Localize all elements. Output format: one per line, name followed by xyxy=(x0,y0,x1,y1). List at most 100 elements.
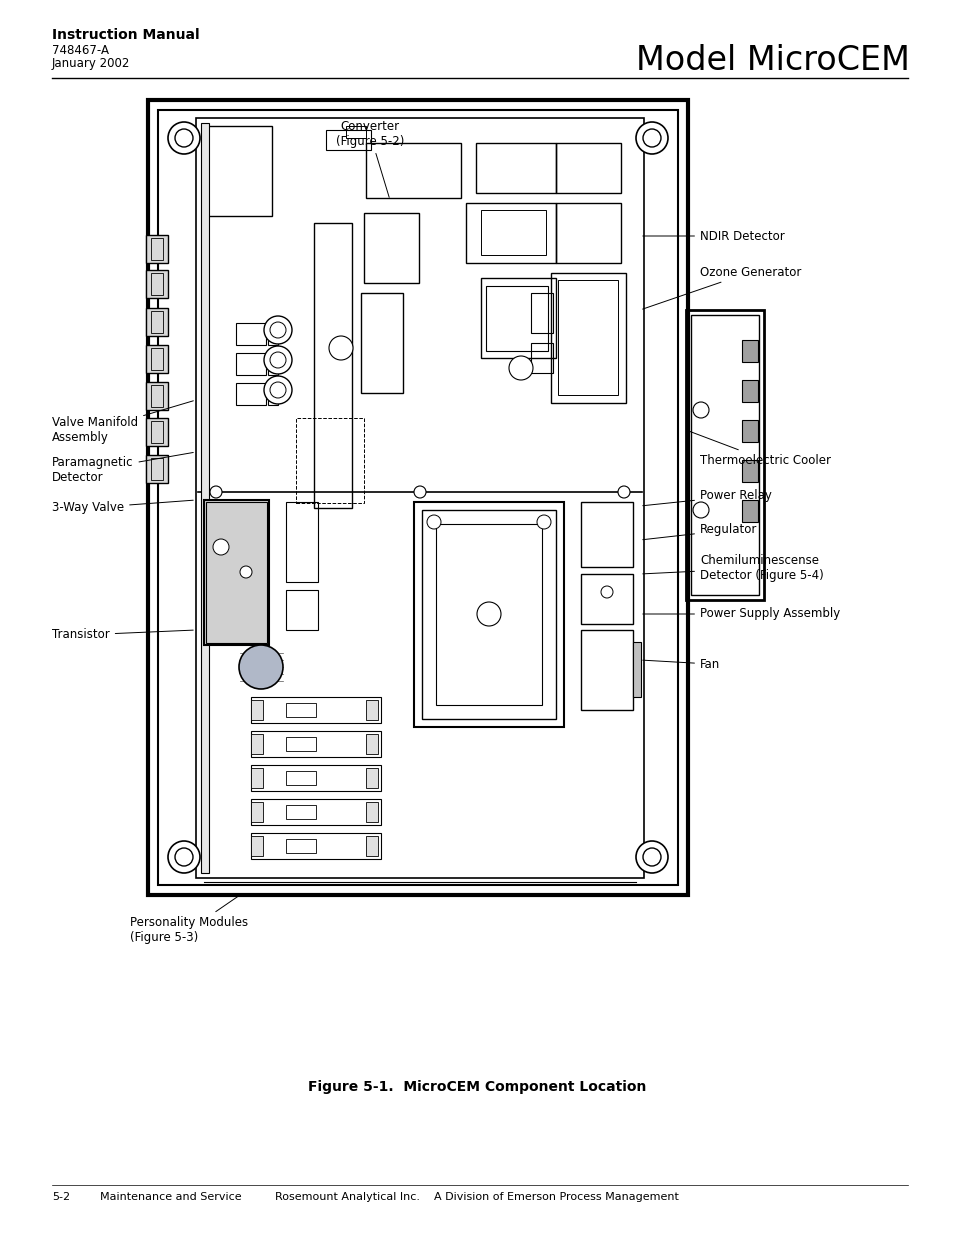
Bar xyxy=(480,278,556,358)
Circle shape xyxy=(240,566,252,578)
Circle shape xyxy=(213,538,229,555)
Bar xyxy=(366,802,377,823)
Bar xyxy=(480,210,545,254)
Bar xyxy=(151,273,163,295)
Bar xyxy=(436,524,541,705)
Bar xyxy=(251,832,380,860)
Bar xyxy=(741,500,758,522)
Circle shape xyxy=(264,346,292,374)
Text: Ozone Generator: Ozone Generator xyxy=(642,266,801,309)
Bar xyxy=(146,235,168,263)
Bar xyxy=(286,737,315,751)
Bar xyxy=(326,130,371,149)
Bar xyxy=(286,501,317,582)
Bar xyxy=(151,458,163,480)
Circle shape xyxy=(270,382,286,398)
Bar xyxy=(685,310,763,600)
Bar xyxy=(251,802,263,823)
Circle shape xyxy=(642,128,660,147)
Circle shape xyxy=(642,848,660,866)
Bar xyxy=(195,119,643,878)
Bar xyxy=(366,700,377,720)
Circle shape xyxy=(618,487,629,498)
Bar xyxy=(556,143,620,193)
Bar xyxy=(366,768,377,788)
Bar xyxy=(235,324,266,345)
Bar xyxy=(235,353,266,375)
Text: 3-Way Valve: 3-Way Valve xyxy=(52,500,193,515)
Text: Personality Modules
(Figure 5-3): Personality Modules (Figure 5-3) xyxy=(130,897,248,944)
Text: Fan: Fan xyxy=(642,657,720,671)
Text: NDIR Detector: NDIR Detector xyxy=(642,230,784,242)
Bar xyxy=(580,630,633,710)
Bar xyxy=(531,293,553,333)
Bar xyxy=(741,459,758,482)
Bar xyxy=(690,315,759,595)
Bar xyxy=(286,805,315,819)
Bar xyxy=(158,110,678,885)
Bar xyxy=(151,311,163,333)
Bar xyxy=(268,353,277,375)
Bar xyxy=(251,764,380,790)
Circle shape xyxy=(239,645,283,689)
Bar xyxy=(465,203,556,263)
Text: Maintenance and Service: Maintenance and Service xyxy=(100,1192,241,1202)
Circle shape xyxy=(600,585,613,598)
Bar xyxy=(146,270,168,298)
Bar xyxy=(295,417,364,503)
Bar xyxy=(476,143,556,193)
Bar xyxy=(414,501,563,727)
Bar xyxy=(360,293,402,393)
Bar xyxy=(201,124,209,873)
Bar xyxy=(235,383,266,405)
Bar xyxy=(146,345,168,373)
Bar xyxy=(151,421,163,443)
Circle shape xyxy=(692,501,708,517)
Circle shape xyxy=(264,316,292,345)
Bar xyxy=(580,501,633,567)
Text: Transistor: Transistor xyxy=(52,629,193,641)
Circle shape xyxy=(210,487,222,498)
Text: Rosemount Analytical Inc.    A Division of Emerson Process Management: Rosemount Analytical Inc. A Division of … xyxy=(274,1192,679,1202)
Circle shape xyxy=(636,841,667,873)
Text: January 2002: January 2002 xyxy=(52,57,131,70)
Bar xyxy=(741,420,758,442)
Text: 5-2: 5-2 xyxy=(52,1192,71,1202)
Bar xyxy=(558,280,618,395)
Bar xyxy=(268,324,277,345)
Bar xyxy=(251,734,263,755)
Bar xyxy=(741,340,758,362)
Text: 748467-A: 748467-A xyxy=(52,44,109,57)
Text: Chemiluminescense
Detector (Figure 5-4): Chemiluminescense Detector (Figure 5-4) xyxy=(642,555,822,582)
Bar xyxy=(151,385,163,408)
Bar xyxy=(286,590,317,630)
Circle shape xyxy=(329,336,353,359)
Bar xyxy=(364,212,418,283)
Circle shape xyxy=(168,841,200,873)
Text: Instruction Manual: Instruction Manual xyxy=(52,28,199,42)
Bar xyxy=(268,383,277,405)
Bar xyxy=(151,348,163,370)
Bar xyxy=(346,126,366,138)
Circle shape xyxy=(174,128,193,147)
Bar xyxy=(741,380,758,403)
Bar xyxy=(286,839,315,853)
Text: Figure 5-1.  MicroCEM Component Location: Figure 5-1. MicroCEM Component Location xyxy=(308,1079,645,1094)
Bar xyxy=(366,836,377,856)
Bar xyxy=(148,100,687,895)
Text: Power Supply Assembly: Power Supply Assembly xyxy=(642,608,840,620)
Circle shape xyxy=(270,322,286,338)
Bar xyxy=(485,287,547,351)
Bar xyxy=(580,574,633,624)
Bar xyxy=(251,731,380,757)
Bar xyxy=(251,799,380,825)
Bar xyxy=(366,734,377,755)
Circle shape xyxy=(174,848,193,866)
Bar xyxy=(366,143,460,198)
Circle shape xyxy=(509,356,533,380)
Bar xyxy=(146,417,168,446)
Text: Power Relay: Power Relay xyxy=(642,489,771,505)
Bar xyxy=(286,703,315,718)
Bar xyxy=(531,343,553,373)
Text: Valve Manifold
Assembly: Valve Manifold Assembly xyxy=(52,401,193,445)
